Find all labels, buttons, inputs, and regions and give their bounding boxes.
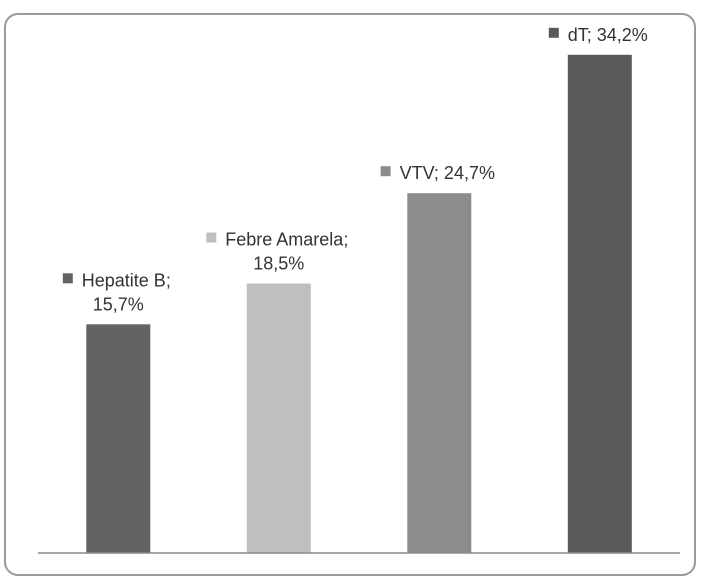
data-label-line: VTV; 24,7% [400, 163, 495, 183]
data-label-vtv: VTV; 24,7% [380, 163, 495, 183]
data-label-dt: dT; 34,2% [548, 25, 648, 45]
bar-hepatite-b [86, 324, 151, 553]
bar-vtv [407, 193, 472, 553]
data-labels-layer: Hepatite B; 15,7% Febre Amarela; 18,5% VTV; … [62, 25, 648, 314]
data-label-line: 15,7% [93, 294, 144, 314]
data-label-line: dT; 34,2% [568, 25, 648, 45]
legend-key-icon [206, 232, 217, 243]
data-label-febre-amarela: Febre Amarela; 18,5% [206, 230, 348, 274]
legend-key-icon [62, 273, 73, 284]
legend-key-icon [380, 166, 391, 177]
data-label-hepatite-b: Hepatite B; 15,7% [62, 270, 171, 314]
data-label-line: Hepatite B; [82, 270, 171, 290]
bars-layer [86, 54, 632, 554]
bar-febre-amarela [246, 283, 311, 553]
legend-key-icon [548, 27, 559, 38]
data-label-line: Febre Amarela; [225, 230, 348, 250]
data-label-line: 18,5% [253, 254, 304, 274]
bar-dt [567, 54, 632, 554]
